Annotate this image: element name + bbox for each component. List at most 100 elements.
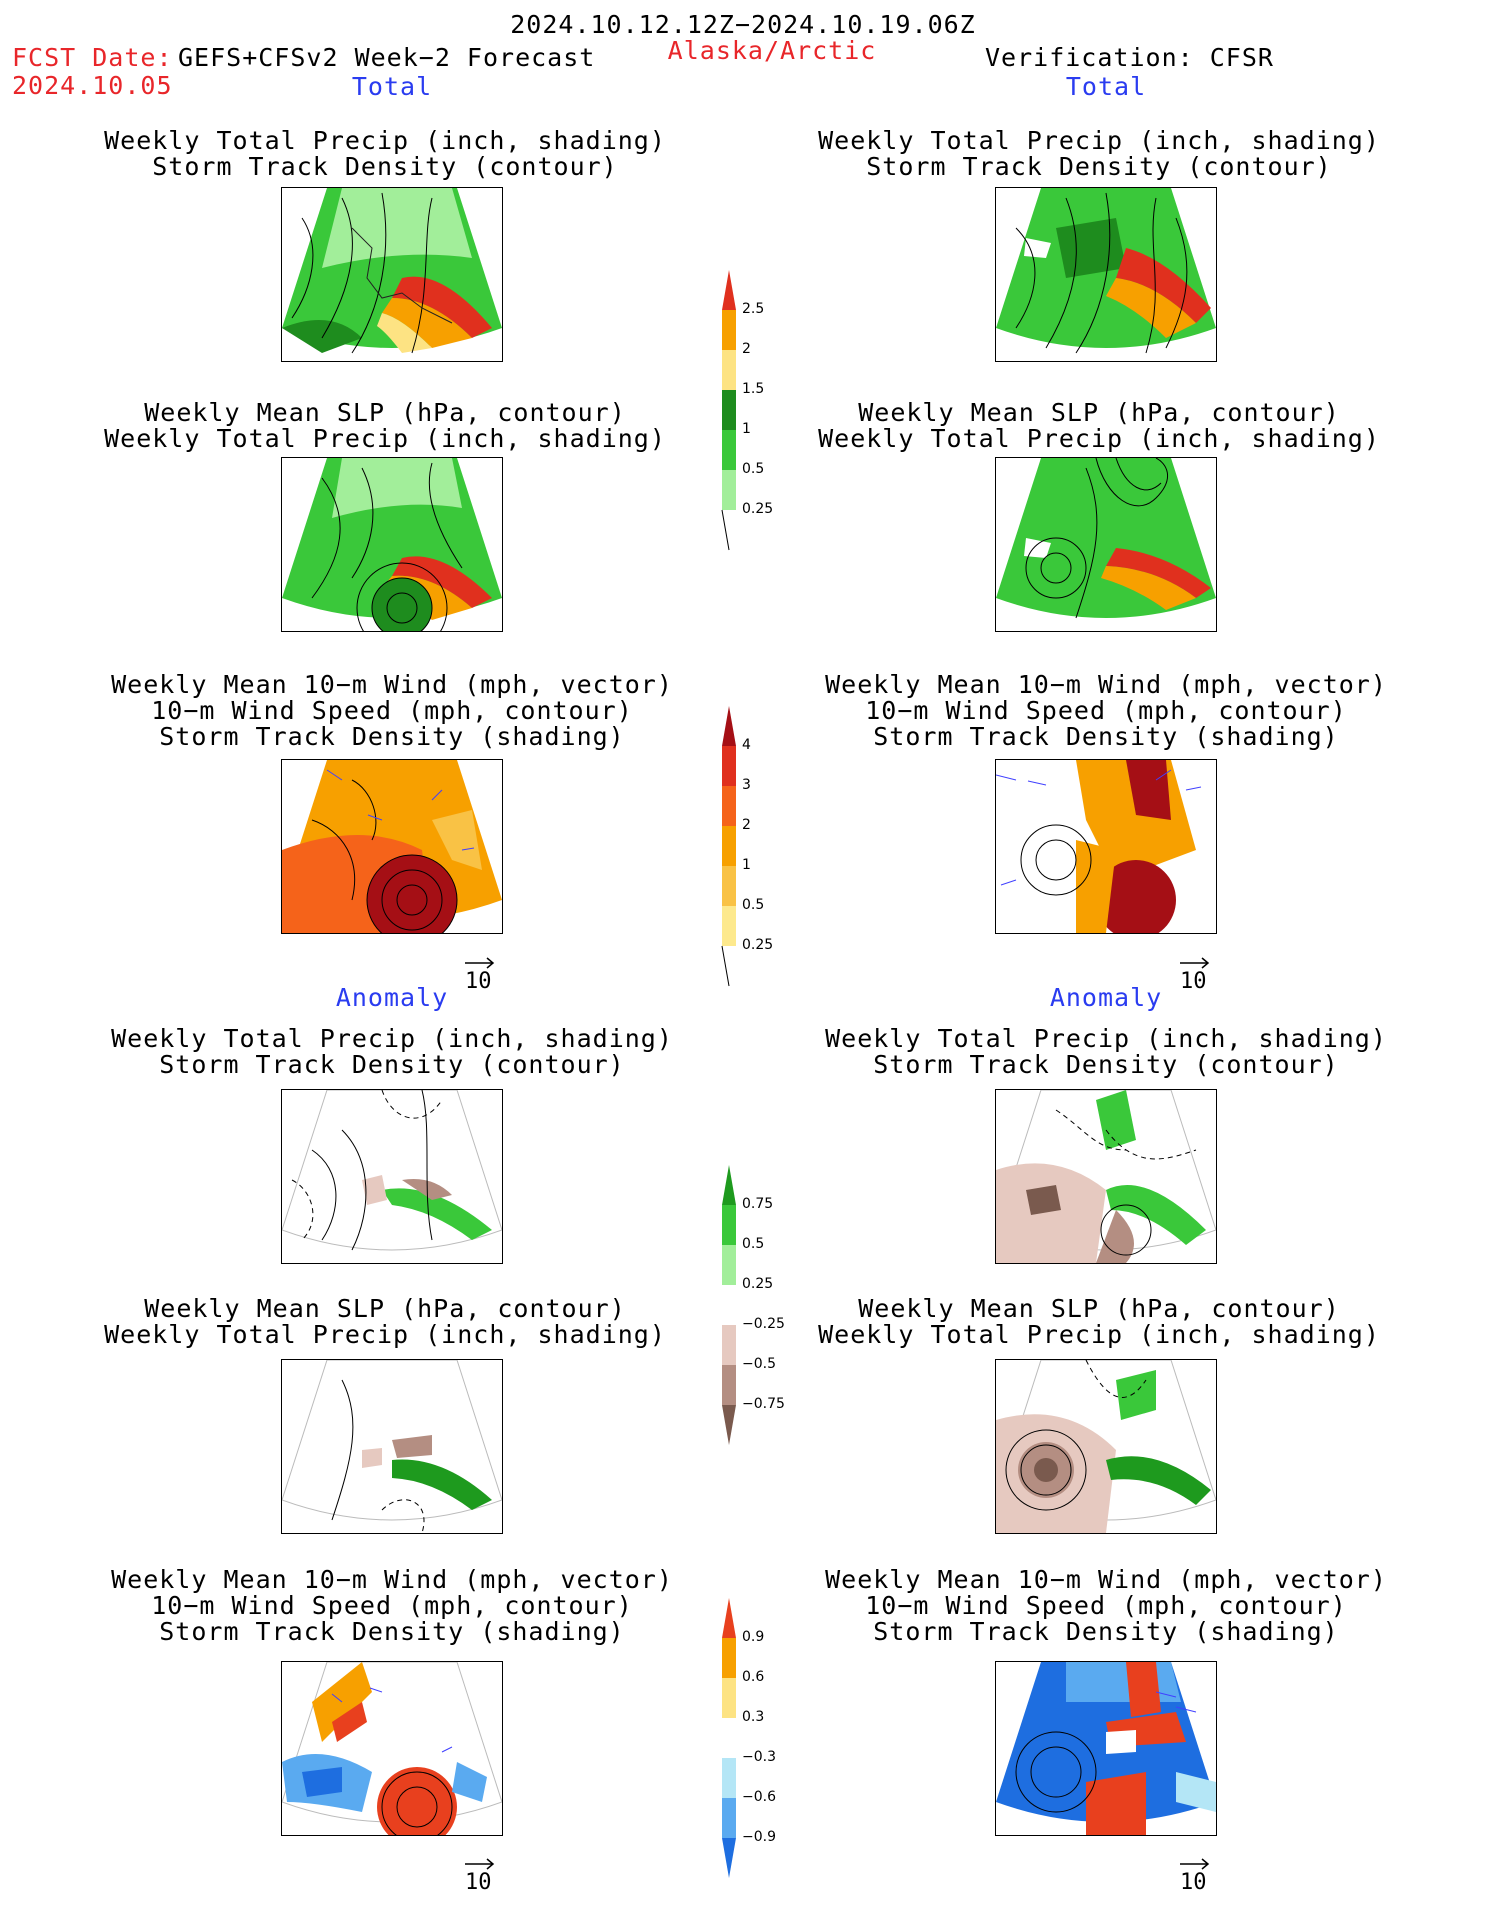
colorbar-swatch: [722, 1405, 736, 1445]
colorbar-swatch: [722, 1598, 736, 1638]
colorbar-swatch: [722, 1205, 736, 1245]
title-total-precip-right: Weekly Total Precip (inch, shading) Stor…: [818, 126, 1380, 181]
colorbar-swatch: [722, 390, 736, 430]
colorbar-anom-precip: 0.75 0.5 0.25 −0.25 −0.5 −0.75: [722, 1165, 785, 1445]
colorbar-label: 2.5: [742, 301, 765, 317]
map-total-slp-verification: [995, 457, 1217, 632]
verification-label: Verification: CFSR: [985, 43, 1274, 72]
colorbar-label: 0.6: [742, 1669, 765, 1685]
colorbar-swatch: [722, 270, 736, 310]
vector-ref-label: 10: [1180, 969, 1207, 994]
arrow-right-icon: [1180, 957, 1210, 969]
colorbar-label: 4: [742, 737, 751, 753]
map-anom-precip-forecast: [281, 1089, 503, 1264]
colorbar-swatch: [722, 1365, 736, 1405]
section-total-left: Total: [351, 72, 433, 101]
colorbar-swatch: [722, 470, 736, 510]
section-anomaly-left: Anomaly: [335, 983, 449, 1012]
forecast-period: 2024.10.12.12Z−2024.10.19.06Z: [510, 10, 976, 39]
title-anom-precip-right: Weekly Total Precip (inch, shading) Stor…: [825, 1024, 1387, 1079]
fcst-model: GEFS+CFSv2 Week−2 Forecast: [178, 43, 596, 72]
colorbar-label: −0.9: [742, 1829, 776, 1845]
map-anom-precip-verification: [995, 1089, 1217, 1264]
region-label: Alaska/Arctic: [667, 36, 877, 65]
fcst-date: 2024.10.05: [12, 71, 173, 100]
title-anom-wind-left: Weekly Mean 10−m Wind (mph, vector) 10−m…: [111, 1565, 673, 1646]
title-anom-slp-right: Weekly Mean SLP (hPa, contour) Weekly To…: [818, 1294, 1380, 1349]
map-total-precip-forecast: [281, 187, 503, 362]
colorbar-swatch: [722, 1758, 736, 1798]
colorbar-swatch: [722, 1285, 736, 1325]
colorbar-swatch: [722, 906, 736, 946]
colorbar-swatch: [722, 1718, 736, 1758]
arrow-right-icon: [1180, 1858, 1210, 1870]
colorbar-label: 0.5: [742, 897, 765, 913]
map-anom-wind-verification: [995, 1661, 1217, 1836]
title-total-precip-left: Weekly Total Precip (inch, shading) Stor…: [104, 126, 666, 181]
colorbar-label: 0.25: [742, 501, 774, 517]
colorbar-label: 3: [742, 777, 751, 793]
colorbar-swatch: [722, 1325, 736, 1365]
colorbar-label: 1: [742, 857, 751, 873]
map-total-wind-forecast: [281, 759, 503, 934]
colorbar-swatch: [722, 826, 736, 866]
fcst-date-label: FCST Date:: [12, 43, 173, 72]
colorbar-total-track: 4 3 2 1 0.5 0.25: [721, 706, 773, 987]
colorbar-graphic: [722, 1165, 736, 1445]
section-total-right: Total: [1065, 72, 1147, 101]
colorbar-swatch: [722, 310, 736, 350]
colorbar-swatch: [722, 746, 736, 786]
colorbar-graphic: [721, 270, 736, 551]
colorbar-tail: [721, 945, 730, 987]
vector-ref-label: 10: [465, 969, 492, 994]
colorbar-graphic: [721, 706, 736, 987]
colorbar-swatch: [722, 1245, 736, 1285]
title-anom-precip-left: Weekly Total Precip (inch, shading) Stor…: [111, 1024, 673, 1079]
colorbar-label: −0.5: [742, 1356, 776, 1372]
colorbar-anom-track: 0.9 0.6 0.3 −0.3 −0.6 −0.9: [722, 1598, 776, 1878]
map-anom-wind-forecast: [281, 1661, 503, 1836]
colorbar-label: 2: [742, 341, 751, 357]
colorbar-label: 0.5: [742, 1236, 765, 1252]
arrow-right-icon: [465, 1858, 495, 1870]
colorbar-swatch: [722, 1638, 736, 1678]
vector-ref-label: 10: [1180, 1870, 1207, 1895]
colorbar-swatch: [722, 1798, 736, 1838]
colorbar-total-precip: 2.5 2 1.5 1 0.5 0.25: [721, 270, 773, 551]
title-total-slp-left: Weekly Mean SLP (hPa, contour) Weekly To…: [104, 398, 666, 453]
title-anom-wind-right: Weekly Mean 10−m Wind (mph, vector) 10−m…: [825, 1565, 1387, 1646]
colorbar-label: 0.25: [742, 1276, 774, 1292]
colorbar-label: 1: [742, 421, 751, 437]
colorbar-label: −0.6: [742, 1789, 776, 1805]
colorbar-tail: [721, 509, 730, 551]
colorbar-label: 1.5: [742, 381, 765, 397]
colorbar-swatch: [722, 1838, 736, 1878]
title-anom-slp-left: Weekly Mean SLP (hPa, contour) Weekly To…: [104, 1294, 666, 1349]
colorbar-label: −0.75: [742, 1396, 785, 1412]
map-anom-slp-forecast: [281, 1359, 503, 1534]
vector-ref-label: 10: [465, 1870, 492, 1895]
map-total-wind-verification: [995, 759, 1217, 934]
title-total-wind-left: Weekly Mean 10−m Wind (mph, vector) 10−m…: [111, 670, 673, 751]
arrow-right-icon: [465, 957, 495, 969]
colorbar-label: 0.9: [742, 1629, 765, 1645]
colorbar-label: 2: [742, 817, 751, 833]
map-anom-slp-verification: [995, 1359, 1217, 1534]
colorbar-swatch: [722, 786, 736, 826]
title-total-wind-right: Weekly Mean 10−m Wind (mph, vector) 10−m…: [825, 670, 1387, 751]
colorbar-swatch: [722, 430, 736, 470]
colorbar-label: 0.25: [742, 937, 774, 953]
map-total-slp-forecast: [281, 457, 503, 632]
title-total-slp-right: Weekly Mean SLP (hPa, contour) Weekly To…: [818, 398, 1380, 453]
colorbar-swatch: [722, 350, 736, 390]
section-anomaly-right: Anomaly: [1049, 983, 1163, 1012]
colorbar-label: 0.3: [742, 1709, 765, 1725]
colorbar-swatch: [722, 1165, 736, 1205]
colorbar-label: 0.75: [742, 1196, 774, 1212]
colorbar-label: −0.3: [742, 1749, 776, 1765]
map-total-precip-verification: [995, 187, 1217, 362]
colorbar-graphic: [722, 1598, 736, 1878]
colorbar-swatch: [722, 866, 736, 906]
colorbar-swatch: [722, 706, 736, 746]
colorbar-swatch: [722, 1678, 736, 1718]
